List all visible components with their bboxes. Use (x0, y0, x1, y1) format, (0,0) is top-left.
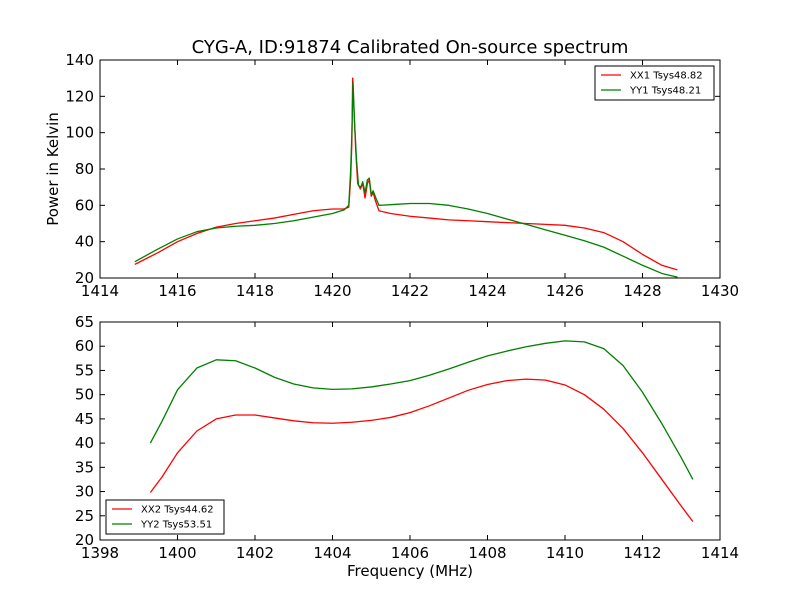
bottom-panel-x-tick-label: 1412 (623, 544, 661, 562)
bottom-panel-y-tick-label: 55 (75, 361, 94, 379)
top-panel-x-tick-label: 1426 (546, 282, 584, 300)
bottom-panel: Frequency (MHz) 1398 1400 1402 1404 1406 1408… (75, 313, 739, 580)
bottom-panel-x-tick-label: 1398 (81, 544, 119, 562)
top-panel-y-tick-label: 140 (65, 51, 94, 69)
bottom-panel-x-tick-label: 1402 (236, 544, 274, 562)
bottom-panel-x-axis-label: Frequency (MHz) (347, 562, 473, 580)
top-panel-x-tick-label: 1418 (236, 282, 274, 300)
top-panel-x-tick-label: 1416 (158, 282, 196, 300)
top-panel-y-tick-label: 80 (75, 160, 94, 178)
bottom-panel-legend: XX2 Tsys44.62 YY2 Tsys53.51 (105, 499, 225, 535)
chart-title: CYG-A, ID:91874 Calibrated On-source spe… (192, 37, 629, 58)
bottom-panel-y-tick-label: 45 (75, 410, 94, 428)
bottom-panel-x-tick-label: 1404 (313, 544, 351, 562)
top-panel-y-tick-label: 120 (65, 87, 94, 105)
bottom-panel-legend-box (105, 499, 225, 535)
top-panel-y-tick-label: 100 (65, 124, 94, 142)
bottom-panel-legend-label-1: XX2 Tsys44.62 (141, 505, 214, 516)
top-panel-legend-label-2: YY1 Tsys48.21 (629, 86, 701, 97)
bottom-panel-y-tick-label: 65 (75, 313, 94, 331)
top-panel-x-tick-label: 1428 (623, 282, 661, 300)
top-panel-y-tick-label: 20 (75, 269, 94, 287)
top-panel-x-tick-label: 1414 (81, 282, 119, 300)
bottom-panel-y-tick-label: 50 (75, 386, 94, 404)
bottom-panel-y-tick-label: 60 (75, 337, 94, 355)
top-panel-series-line-2 (134, 81, 678, 278)
top-panel: Power in Kelvin 1414 1416 1418 1420 1422 1424… (44, 51, 739, 300)
bottom-panel-y-tick-label: 20 (75, 531, 94, 549)
bottom-panel-x-tick-label: 1408 (468, 544, 506, 562)
bottom-panel-x-tick-label: 1414 (701, 544, 739, 562)
top-panel-legend-box (594, 65, 715, 101)
bottom-panel-y-tick-label: 25 (75, 507, 94, 525)
bottom-panel-y-tick-label: 30 (75, 483, 94, 501)
top-panel-x-tick-label: 1430 (701, 282, 739, 300)
top-panel-y-tick-label: 60 (75, 196, 94, 214)
bottom-panel-series-line-2 (149, 340, 694, 480)
top-panel-x-tick-label: 1420 (313, 282, 351, 300)
bottom-panel-x-tick-label: 1400 (158, 544, 196, 562)
bottom-panel-x-tick-label: 1406 (391, 544, 429, 562)
bottom-panel-legend-label-2: YY2 Tsys53.51 (140, 520, 212, 531)
top-panel-y-tick-label: 40 (75, 233, 94, 251)
top-panel-series-line-1 (134, 77, 678, 271)
bottom-panel-series-line-1 (149, 378, 694, 522)
top-panel-y-axis-label: Power in Kelvin (44, 112, 62, 226)
top-panel-legend-label-1: XX1 Tsys48.82 (630, 71, 703, 82)
top-panel-x-tick-label: 1422 (391, 282, 429, 300)
bottom-panel-y-tick-label: 40 (75, 434, 94, 452)
top-panel-x-tick-label: 1424 (468, 282, 506, 300)
top-panel-legend: XX1 Tsys48.82 YY1 Tsys48.21 (594, 65, 715, 101)
bottom-panel-x-tick-label: 1410 (546, 544, 584, 562)
bottom-panel-y-tick-label: 35 (75, 458, 94, 476)
